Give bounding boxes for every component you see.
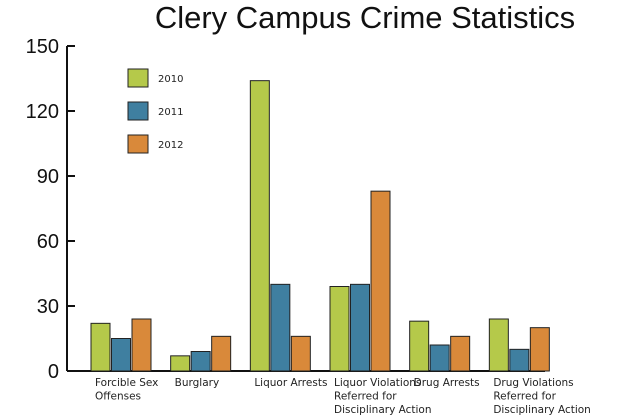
y-tick-label: 0 — [48, 361, 59, 383]
bar-2011 — [111, 338, 131, 372]
y-tick-label: 60 — [37, 231, 59, 253]
bar-2010 — [170, 355, 191, 372]
legend-label: 2010 — [158, 74, 183, 85]
category-label: Burglary — [175, 377, 220, 389]
bar-2010 — [90, 322, 111, 372]
bar-2010 — [329, 286, 350, 372]
legend-swatch-2012 — [127, 134, 149, 154]
legend-swatch-2011 — [127, 101, 149, 121]
bar-2010 — [249, 80, 270, 372]
bar-2012 — [370, 190, 391, 372]
legend-label: 2012 — [158, 140, 183, 151]
category-label: Forcible Sex Offenses — [95, 377, 158, 403]
bar-2010 — [488, 318, 509, 372]
bar-2012 — [529, 327, 550, 372]
bar-2010 — [409, 320, 430, 372]
bar-2011 — [350, 283, 370, 372]
bar-2012 — [450, 335, 471, 372]
chart-title: Clery Campus Crime Statistics — [154, 0, 576, 35]
bar-2011 — [270, 283, 291, 372]
legend-swatch-2010 — [127, 68, 149, 88]
bar-2012 — [211, 335, 232, 372]
category-label: Drug Violations Referred for Disciplinary … — [493, 377, 591, 416]
category-label: Liquor Arrests — [254, 377, 327, 389]
bar-2011 — [429, 344, 450, 372]
bar-2011 — [509, 348, 530, 372]
y-tick-label: 150 — [26, 36, 59, 58]
y-tick-label: 30 — [37, 296, 59, 318]
bar-2012 — [290, 335, 311, 372]
category-label: Liquor Violations Referred for Disciplinar… — [334, 377, 432, 416]
y-tick-label: 90 — [37, 166, 59, 188]
bar-2012 — [131, 318, 152, 372]
legend-label: 2011 — [158, 107, 183, 118]
y-tick-label: 120 — [26, 101, 59, 123]
bar-2011 — [190, 351, 211, 372]
category-label: Drug Arrests — [414, 377, 480, 389]
